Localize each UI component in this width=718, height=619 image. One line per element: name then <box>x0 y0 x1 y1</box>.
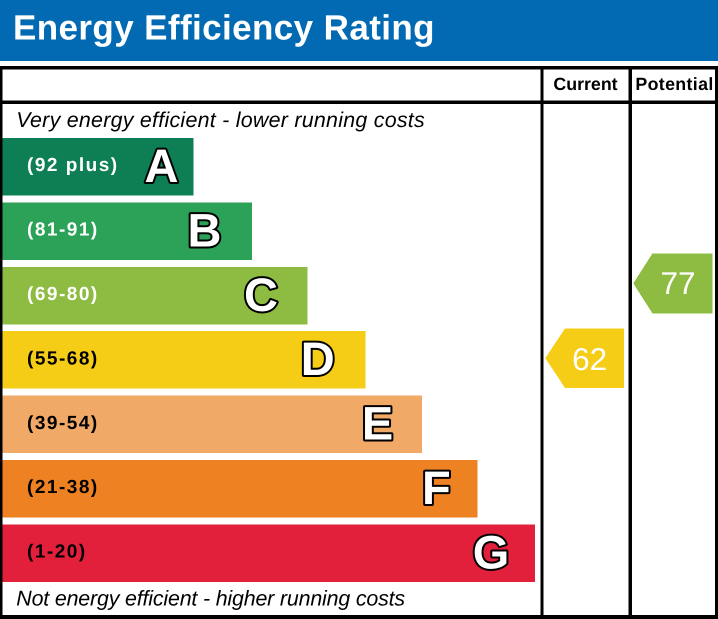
svg-text:(21-38): (21-38) <box>27 477 99 498</box>
svg-text:Very energy efficient - lower: Very energy efficient - lower running co… <box>16 108 425 132</box>
svg-text:(81-91): (81-91) <box>27 220 99 241</box>
svg-text:(39-54): (39-54) <box>27 413 99 434</box>
svg-text:77: 77 <box>660 265 695 301</box>
svg-text:D: D <box>301 332 335 385</box>
svg-text:Current: Current <box>553 74 617 94</box>
svg-text:(69-80): (69-80) <box>27 284 99 305</box>
svg-text:A: A <box>145 139 179 192</box>
svg-text:Energy Efficiency Rating: Energy Efficiency Rating <box>13 9 435 48</box>
svg-text:Potential: Potential <box>635 74 713 94</box>
svg-text:(1-20): (1-20) <box>27 542 87 563</box>
svg-text:B: B <box>188 203 222 256</box>
svg-text:(92 plus): (92 plus) <box>27 155 119 176</box>
svg-text:E: E <box>362 397 393 450</box>
svg-text:Not energy efficient - higher: Not energy efficient - higher running co… <box>16 587 405 611</box>
svg-text:62: 62 <box>572 341 607 377</box>
svg-text:C: C <box>244 268 278 321</box>
svg-text:G: G <box>473 525 510 578</box>
svg-text:F: F <box>422 461 451 514</box>
svg-text:(55-68): (55-68) <box>27 348 99 369</box>
